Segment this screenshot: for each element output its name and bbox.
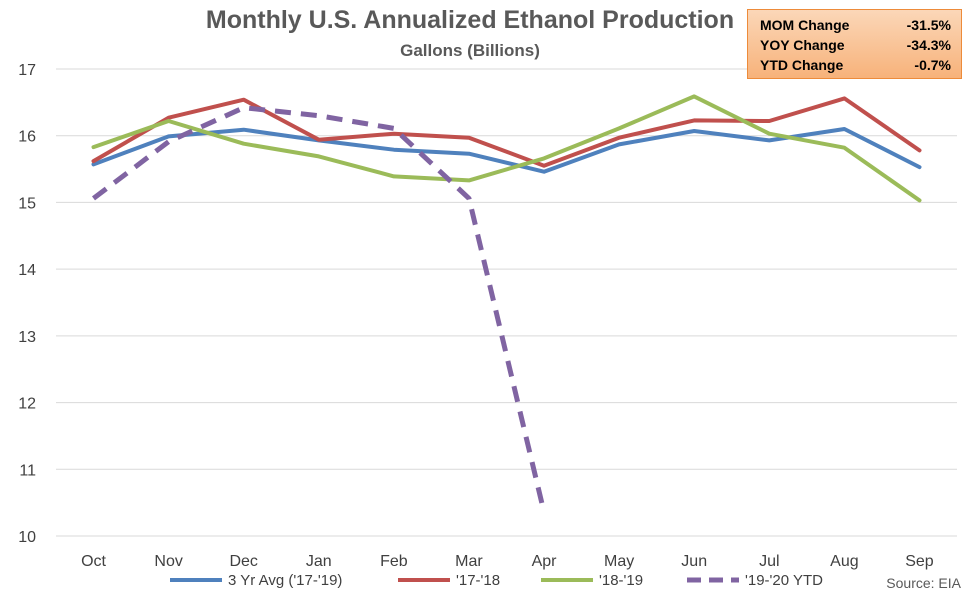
- data-point: [243, 129, 244, 130]
- data-point: [544, 158, 545, 159]
- x-tick-label: Nov: [154, 553, 182, 570]
- data-point: [168, 141, 169, 142]
- data-point: [393, 128, 394, 129]
- data-point: [93, 161, 94, 162]
- x-tick-label: May: [604, 553, 634, 570]
- y-tick-label: 15: [18, 195, 36, 212]
- data-point: [694, 96, 695, 97]
- x-tick-label: Jan: [306, 553, 332, 570]
- data-point: [619, 137, 620, 138]
- y-tick-label: 14: [18, 262, 36, 279]
- x-tick-label: Feb: [380, 553, 408, 570]
- chart-title: Monthly U.S. Annualized Ethanol Producti…: [205, 6, 735, 34]
- data-point: [619, 144, 620, 145]
- series-line-1: [91, 96, 922, 168]
- y-tick-label: 13: [18, 329, 36, 346]
- data-point: [919, 200, 920, 201]
- data-point: [468, 137, 469, 138]
- legend-label: '17-'18: [456, 572, 500, 589]
- data-point: [844, 147, 845, 148]
- data-point: [243, 99, 244, 100]
- x-tick-label: Mar: [455, 553, 483, 570]
- data-point: [393, 133, 394, 134]
- x-tick-label: Jul: [759, 553, 779, 570]
- data-point: [93, 147, 94, 148]
- data-point: [393, 176, 394, 177]
- source-note: Source: EIA: [886, 575, 961, 591]
- data-point: [844, 129, 845, 130]
- chart-subtitle: Gallons (Billions): [400, 41, 540, 60]
- stat-row-mom: MOM Change -31.5%: [760, 15, 951, 35]
- data-point: [544, 171, 545, 172]
- stat-label: YTD Change: [760, 57, 844, 73]
- data-point: [168, 117, 169, 118]
- data-point: [544, 165, 545, 166]
- y-tick-label: 17: [18, 62, 36, 79]
- data-point: [318, 139, 319, 140]
- data-point: [694, 120, 695, 121]
- series-line-2: [91, 94, 922, 203]
- data-point: [168, 136, 169, 137]
- data-point: [769, 140, 770, 141]
- data-point: [468, 153, 469, 154]
- data-point: [468, 180, 469, 181]
- data-point: [318, 115, 319, 116]
- data-point: [769, 133, 770, 134]
- y-tick-label: 12: [18, 396, 36, 413]
- legend-label: 3 Yr Avg ('17-'19): [228, 572, 342, 589]
- data-point: [93, 198, 94, 199]
- data-point: [694, 131, 695, 132]
- data-point: [919, 150, 920, 151]
- stat-label: YOY Change: [760, 37, 845, 53]
- stat-label: MOM Change: [760, 17, 850, 33]
- data-point: [393, 149, 394, 150]
- x-tick-label: Sep: [905, 553, 934, 570]
- data-point: [318, 156, 319, 157]
- data-point: [468, 198, 469, 199]
- series-line-0: [91, 127, 922, 174]
- y-tick-label: 10: [18, 529, 36, 546]
- stat-value: -31.5%: [906, 17, 951, 33]
- x-tick-label: Apr: [532, 553, 558, 570]
- stat-value: -34.3%: [906, 37, 951, 53]
- stat-row-ytd: YTD Change -0.7%: [760, 55, 951, 75]
- stat-row-yoy: YOY Change -34.3%: [760, 35, 951, 55]
- data-point: [844, 98, 845, 99]
- data-point: [544, 511, 545, 512]
- legend-label: '18-'19: [599, 572, 643, 589]
- data-point: [769, 121, 770, 122]
- legend-label: '19-'20 YTD: [745, 572, 823, 589]
- data-point: [93, 164, 94, 165]
- data-point: [619, 128, 620, 129]
- data-point: [243, 107, 244, 108]
- data-point: [919, 167, 920, 168]
- y-tick-label: 11: [19, 462, 36, 479]
- series-line-3: [91, 105, 547, 513]
- x-tick-label: Dec: [229, 553, 257, 570]
- data-point: [243, 143, 244, 144]
- stat-value: -0.7%: [914, 57, 951, 73]
- y-tick-label: 16: [18, 129, 36, 146]
- x-tick-label: Oct: [81, 553, 106, 570]
- x-tick-label: Jun: [681, 553, 707, 570]
- data-point: [168, 121, 169, 122]
- stats-box: MOM Change -31.5% YOY Change -34.3% YTD …: [747, 9, 962, 79]
- x-tick-label: Aug: [830, 553, 858, 570]
